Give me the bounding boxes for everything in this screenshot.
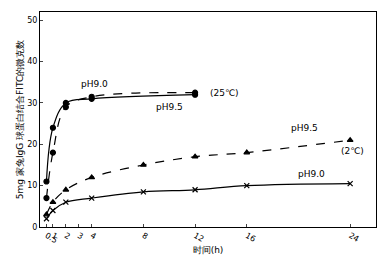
svg-text:12: 12 bbox=[192, 231, 205, 244]
svg-text:4: 4 bbox=[89, 231, 98, 241]
svg-text:24: 24 bbox=[347, 231, 360, 244]
svg-text:1: 1 bbox=[50, 231, 59, 241]
svg-text:16: 16 bbox=[244, 231, 257, 244]
svg-text:(2℃): (2℃) bbox=[341, 146, 364, 156]
svg-text:50: 50 bbox=[27, 16, 37, 25]
svg-text:10: 10 bbox=[27, 181, 37, 190]
svg-text:40: 40 bbox=[27, 57, 37, 66]
svg-text:pH9.5: pH9.5 bbox=[291, 123, 318, 133]
svg-text:20: 20 bbox=[27, 140, 37, 149]
svg-text:pH9.0: pH9.0 bbox=[81, 79, 108, 89]
svg-text:8: 8 bbox=[140, 231, 149, 241]
svg-text:0.5: 0.5 bbox=[43, 231, 59, 245]
svg-text:时间(h): 时间(h) bbox=[193, 245, 224, 255]
svg-text:3: 3 bbox=[76, 231, 85, 241]
svg-text:(25℃): (25℃) bbox=[210, 88, 239, 98]
svg-text:pH9.5: pH9.5 bbox=[156, 102, 183, 112]
svg-text:30: 30 bbox=[27, 99, 37, 108]
svg-text:pH9.0: pH9.0 bbox=[298, 169, 325, 179]
svg-text:2: 2 bbox=[63, 231, 72, 241]
svg-text:5mg 家兔IgG 球蛋白结合FITC的微克数: 5mg 家兔IgG 球蛋白结合FITC的微克数 bbox=[15, 40, 25, 199]
svg-text:0: 0 bbox=[32, 223, 37, 232]
